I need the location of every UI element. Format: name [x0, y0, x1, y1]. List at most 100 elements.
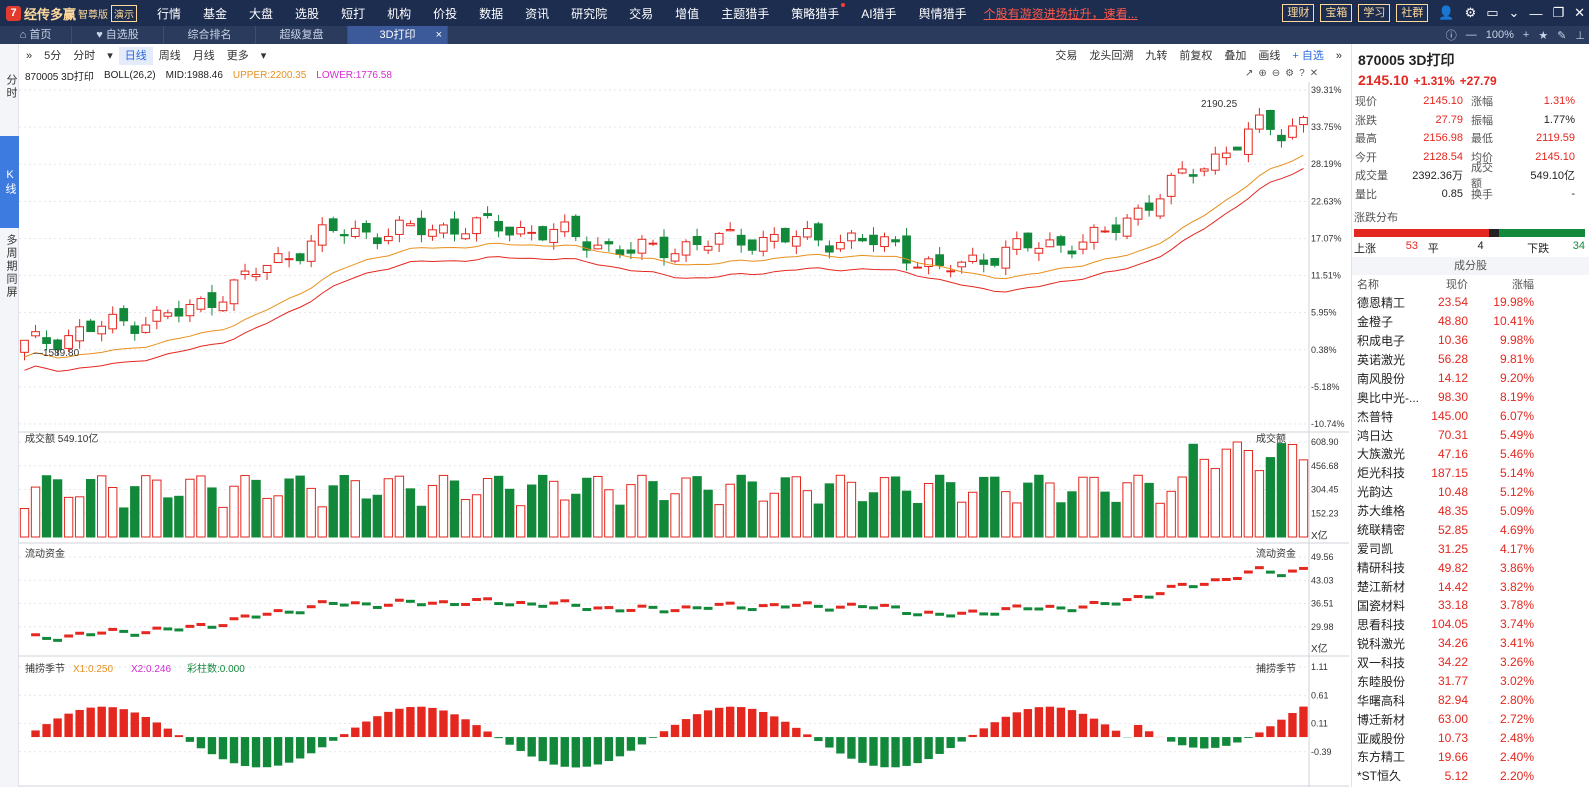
period-monthly[interactable]: 月线: [192, 50, 215, 62]
timeshare-tab[interactable]: 分时: [5, 74, 17, 100]
period-weekly[interactable]: 周线: [158, 50, 181, 62]
component-row[interactable]: 国瓷材料 33.18 3.78%: [1352, 596, 1589, 615]
adjust-button[interactable]: 前复权: [1179, 50, 1213, 62]
component-row[interactable]: 积成电子 10.36 9.98%: [1352, 331, 1589, 350]
trade-button[interactable]: 交易: [1055, 50, 1078, 62]
window-icon[interactable]: ▭: [1486, 5, 1499, 20]
period-timeshare[interactable]: 分时: [73, 50, 96, 62]
period-5min[interactable]: 5分: [44, 50, 62, 62]
component-row[interactable]: 思看科技 104.05 3.74%: [1352, 615, 1589, 634]
nav-item-4[interactable]: 短打: [341, 6, 366, 21]
multi-period-tab[interactable]: 多周期同屏: [5, 234, 17, 299]
nav-item-9[interactable]: 研究院: [571, 6, 608, 21]
nav-item-15[interactable]: 舆情猎手: [918, 6, 967, 21]
component-row[interactable]: 英诺激光 56.28 9.81%: [1352, 350, 1589, 369]
kline-tab[interactable]: K线: [0, 136, 19, 228]
component-row[interactable]: *ST恒久 5.12 2.20%: [1352, 766, 1589, 785]
nav-item-3[interactable]: 选股: [295, 6, 320, 21]
overlay-button[interactable]: 叠加: [1224, 50, 1247, 62]
settings-icon[interactable]: ⚙: [1464, 5, 1477, 20]
period-daily[interactable]: 日线: [118, 47, 153, 65]
col-name[interactable]: 名称: [1357, 279, 1379, 291]
app-logo[interactable]: 7 经传多赢 智尊版 演示: [0, 4, 146, 23]
tab-3d-print[interactable]: 3D打印 ×: [348, 26, 448, 44]
nav-item-6[interactable]: 价投: [433, 6, 458, 21]
component-row[interactable]: 博迁新材 63.00 2.72%: [1352, 710, 1589, 729]
col-price[interactable]: 现价: [1446, 279, 1468, 291]
user-icon[interactable]: 👤: [1438, 5, 1455, 20]
component-row[interactable]: 精研科技 49.82 3.86%: [1352, 558, 1589, 577]
zoom-in-icon[interactable]: +: [1522, 29, 1530, 41]
info-icon[interactable]: ⓘ: [1445, 30, 1457, 42]
promo-link[interactable]: 个股有游资进场拉升，速看...: [983, 6, 1138, 21]
draw-button[interactable]: 画线: [1258, 50, 1281, 62]
pen-icon[interactable]: ✎: [1557, 29, 1567, 42]
panel-toggle-icon[interactable]: »: [1335, 50, 1342, 62]
component-row[interactable]: 锐科激光 34.26 3.41%: [1352, 634, 1589, 653]
component-row[interactable]: 统联精密 52.85 4.69%: [1352, 520, 1589, 539]
component-row[interactable]: 奥比中光-... 98.30 8.19%: [1352, 388, 1589, 407]
nav-item-7[interactable]: 数据: [479, 6, 504, 21]
expand-icon[interactable]: »: [26, 50, 33, 62]
component-row[interactable]: 鸿日达 70.31 5.49%: [1352, 426, 1589, 445]
add-watchlist-button[interactable]: + 自选: [1292, 50, 1324, 62]
nav-item-0[interactable]: 行情: [157, 6, 182, 21]
component-row[interactable]: 楚江新材 14.42 3.82%: [1352, 577, 1589, 596]
nine-turn-button[interactable]: 九转: [1145, 50, 1168, 62]
zoom-in-chart-icon[interactable]: ⊕: [1258, 68, 1272, 79]
tab-close-icon[interactable]: ×: [435, 29, 442, 41]
indicator-select[interactable]: BOLL(26,2): [103, 69, 156, 81]
component-row[interactable]: 光韵达 10.48 5.12%: [1352, 482, 1589, 501]
nav-item-14[interactable]: AI猎手: [861, 6, 897, 21]
component-row[interactable]: 杰普特 145.00 6.07%: [1352, 407, 1589, 426]
nav-item-5[interactable]: 机构: [387, 6, 412, 21]
nav-item-1[interactable]: 基金: [203, 6, 228, 21]
component-row[interactable]: 南风股份 14.12 9.20%: [1352, 369, 1589, 388]
component-row[interactable]: 炬光科技 187.15 5.14%: [1352, 463, 1589, 482]
leader-review-button[interactable]: 龙头回溯: [1089, 50, 1134, 62]
kline-chart[interactable]: 39.31% 33.75% 28.19% 22.63% 17.07% 11.51% 5.95…: [19, 82, 1350, 787]
component-row[interactable]: 华曙高科 82.94 2.80%: [1352, 691, 1589, 710]
nav-item-11[interactable]: 增值: [675, 6, 700, 21]
component-row[interactable]: 东睦股份 31.77 3.02%: [1352, 672, 1589, 691]
component-row[interactable]: 德恩精工 23.54 19.98%: [1352, 293, 1589, 312]
pin-icon[interactable]: ⊥: [1575, 29, 1585, 42]
component-row[interactable]: 亚威股份 10.73 2.48%: [1352, 729, 1589, 748]
nav-item-13[interactable]: 策略猎手: [780, 2, 850, 22]
shequn-button[interactable]: 社群: [1396, 4, 1429, 22]
tab-home[interactable]: ⌂ 首页: [0, 26, 72, 44]
collapse-icon[interactable]: ⌄: [1508, 5, 1520, 20]
minimize-icon[interactable]: —: [1529, 5, 1543, 21]
nav-item-2[interactable]: 大盘: [249, 6, 274, 21]
component-row[interactable]: 金橙子 48.80 10.41%: [1352, 312, 1589, 331]
nav-item-10[interactable]: 交易: [629, 6, 654, 21]
nav-item-8[interactable]: 资讯: [525, 6, 550, 21]
licai-button[interactable]: 理财: [1282, 4, 1315, 22]
more-dropdown-icon[interactable]: ▾: [260, 50, 267, 62]
chart-close-icon[interactable]: ✕: [1309, 68, 1324, 79]
baoxiang-button[interactable]: 宝箱: [1320, 4, 1353, 22]
star-icon[interactable]: ★: [1538, 29, 1549, 42]
tab-review[interactable]: 超级复盘: [256, 26, 348, 44]
zoom-out-icon[interactable]: —: [1465, 29, 1477, 41]
component-row[interactable]: 东方精工 19.66 2.40%: [1352, 748, 1589, 767]
close-icon[interactable]: ✕: [1574, 5, 1585, 20]
component-row[interactable]: 爱司凯 31.25 4.17%: [1352, 539, 1589, 558]
col-pct[interactable]: 涨幅: [1512, 279, 1534, 291]
component-row[interactable]: 双一科技 34.22 3.26%: [1352, 653, 1589, 672]
nav-item-12[interactable]: 主题猎手: [721, 6, 770, 21]
chart-settings-icon[interactable]: ⚙: [1285, 68, 1300, 79]
help-icon[interactable]: ?: [1299, 68, 1310, 79]
component-row[interactable]: 大族激光 47.16 5.46%: [1352, 445, 1589, 464]
xuexi-button[interactable]: 学习: [1358, 4, 1391, 22]
period-more[interactable]: 更多: [226, 50, 249, 62]
demo-badge[interactable]: 演示: [111, 4, 138, 22]
tab-ranking[interactable]: 综合排名: [164, 26, 256, 44]
dropdown-icon[interactable]: ▾: [107, 50, 113, 62]
share-icon[interactable]: ↗: [1245, 68, 1259, 79]
zoom-out-chart-icon[interactable]: ⊖: [1271, 68, 1286, 79]
candle: [1199, 168, 1209, 172]
tab-watchlist[interactable]: ♥ 自选股: [72, 26, 164, 44]
component-row[interactable]: 苏大维格 48.35 5.09%: [1352, 501, 1589, 520]
restore-icon[interactable]: ❐: [1552, 5, 1565, 20]
